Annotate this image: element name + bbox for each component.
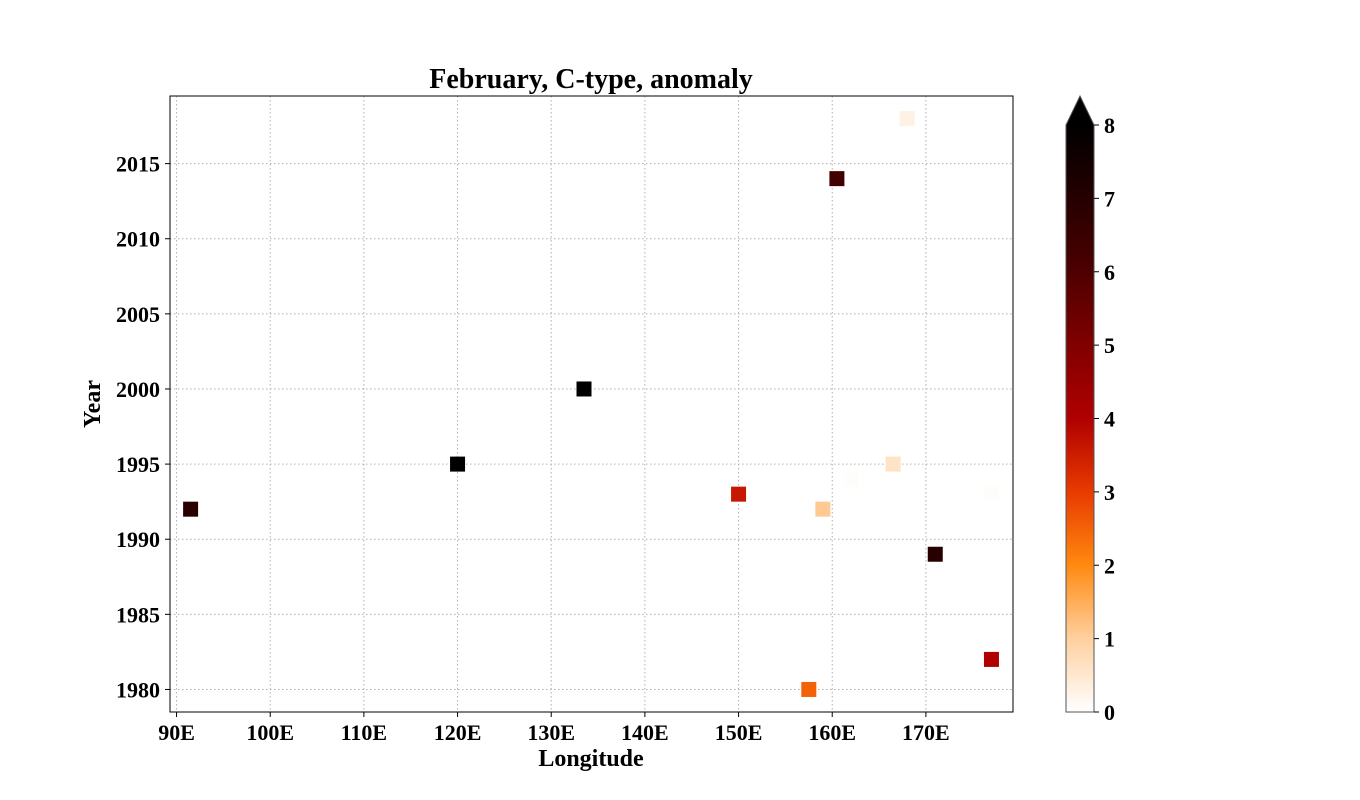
x-tick-label: 130E [527,720,575,745]
y-axis-ticks: 1980 1985 1990 1995 2000 2005 2010 2015 [116,152,170,702]
y-tick-label: 1985 [116,602,160,627]
data-point [183,501,199,517]
colorbar-tick-label: 3 [1104,480,1115,505]
plot-area: 90E 100E 110E 120E 130E 140E 150E 160E 170E 1980… [116,95,1014,745]
y-tick-label: 1995 [116,452,160,477]
y-tick-label: 2000 [116,377,160,402]
y-tick-label: 1980 [116,677,160,702]
data-points [183,111,999,697]
data-point [801,681,817,697]
data-point [983,651,999,667]
colorbar-tick-label: 1 [1104,627,1115,652]
data-point [576,381,592,397]
colorbar-tick-label: 5 [1104,333,1115,358]
chart-title: February, C-type, anomaly [429,64,753,95]
grid-lines [170,96,1013,712]
x-tick-label: 90E [158,720,195,745]
x-tick-label: 140E [621,720,669,745]
data-point [983,486,999,502]
data-point [731,486,747,502]
x-axis-label: Longitude [538,746,644,772]
data-point [815,501,831,517]
data-point [829,171,845,187]
data-point [899,111,915,127]
y-tick-label: 2005 [116,302,160,327]
data-point [885,456,901,472]
x-axis-ticks: 90E 100E 110E 120E 130E 140E 150E 160E 170E [158,712,950,745]
colorbar-tick-label: 8 [1104,113,1115,138]
x-tick-label: 150E [715,720,763,745]
plot-frame [169,95,1014,713]
x-tick-label: 160E [808,720,856,745]
colorbar-tick-label: 0 [1104,700,1115,725]
colorbar-tick-label: 6 [1104,260,1115,285]
x-tick-label: 120E [434,720,482,745]
data-point [927,546,943,562]
y-tick-label: 2010 [116,227,160,252]
colorbar: 0 1 2 3 4 5 6 7 8 [1065,94,1115,725]
colorbar-ticks: 0 1 2 3 4 5 6 7 8 [1094,113,1115,725]
data-point [450,456,466,472]
colorbar-tick-label: 2 [1104,553,1115,578]
y-tick-label: 1990 [116,527,160,552]
y-axis-label: Year [80,380,106,428]
colorbar-tick-label: 4 [1104,407,1115,432]
x-tick-label: 110E [341,720,387,745]
colorbar-extend-arrow [1066,96,1094,125]
colorbar-outline [1065,94,1095,713]
colorbar-gradient [1066,125,1094,712]
x-tick-label: 170E [902,720,950,745]
colorbar-tick-label: 7 [1104,186,1115,211]
y-tick-label: 2015 [116,152,160,177]
x-tick-label: 100E [246,720,294,745]
data-point [843,471,859,487]
